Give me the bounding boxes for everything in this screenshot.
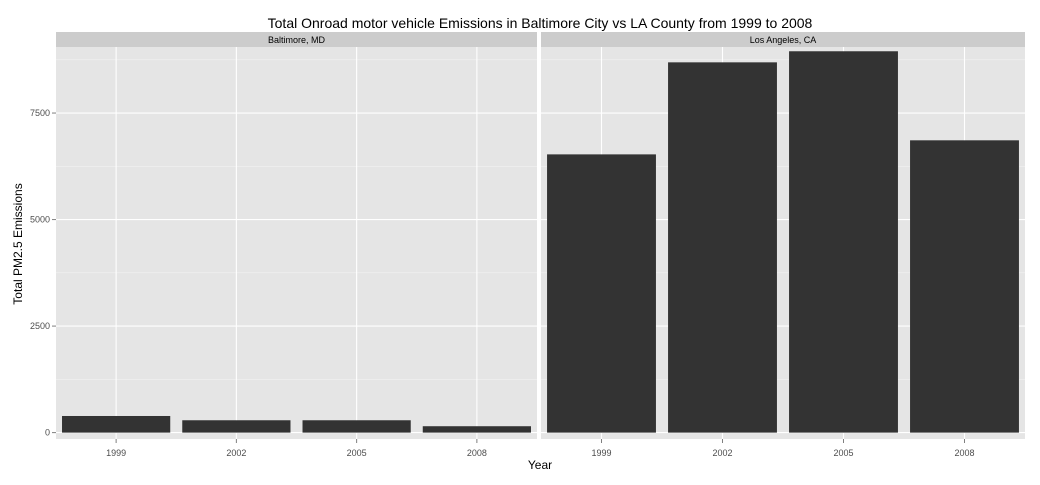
y-axis-title: Total PM2.5 Emissions [11,183,25,304]
x-tick-label: 2002 [226,448,246,458]
bar-baltimore-md-2008 [422,426,531,433]
facet-strip [56,32,537,47]
facet-strip [541,32,1025,47]
bar-los-angeles-ca-2002 [668,62,777,433]
bar-los-angeles-ca-1999 [547,154,656,433]
facet-strip-label: Baltimore, MD [268,35,326,45]
panel-background [56,47,537,439]
x-tick-label: 2008 [954,448,974,458]
y-tick-label: 7500 [30,108,50,118]
chart-title: Total Onroad motor vehicle Emissions in … [268,15,813,31]
bar-baltimore-md-2002 [182,420,291,433]
x-tick-label: 2008 [467,448,487,458]
bar-los-angeles-ca-2008 [910,140,1019,433]
x-tick-label: 1999 [591,448,611,458]
x-axis-title: Year [528,458,552,472]
x-tick-label: 2002 [712,448,732,458]
facet-panel-0: Baltimore, MD 1999 2002 2005 2008 [56,32,537,458]
facet-strip-label: Los Angeles, CA [750,35,817,45]
y-tick-label: 2500 [30,321,50,331]
facet-panel-1: Los Angeles, CA 1999 2002 2005 2008 [541,32,1025,458]
y-axis: 0 2500 5000 7500 [30,108,56,438]
bar-baltimore-md-1999 [62,415,171,433]
x-tick-label: 1999 [106,448,126,458]
x-tick-label: 2005 [347,448,367,458]
y-tick-label: 0 [45,428,50,438]
bar-los-angeles-ca-2005 [789,51,898,433]
y-tick-label: 5000 [30,215,50,225]
x-tick-label: 2005 [833,448,853,458]
bar-baltimore-md-2005 [302,420,411,433]
